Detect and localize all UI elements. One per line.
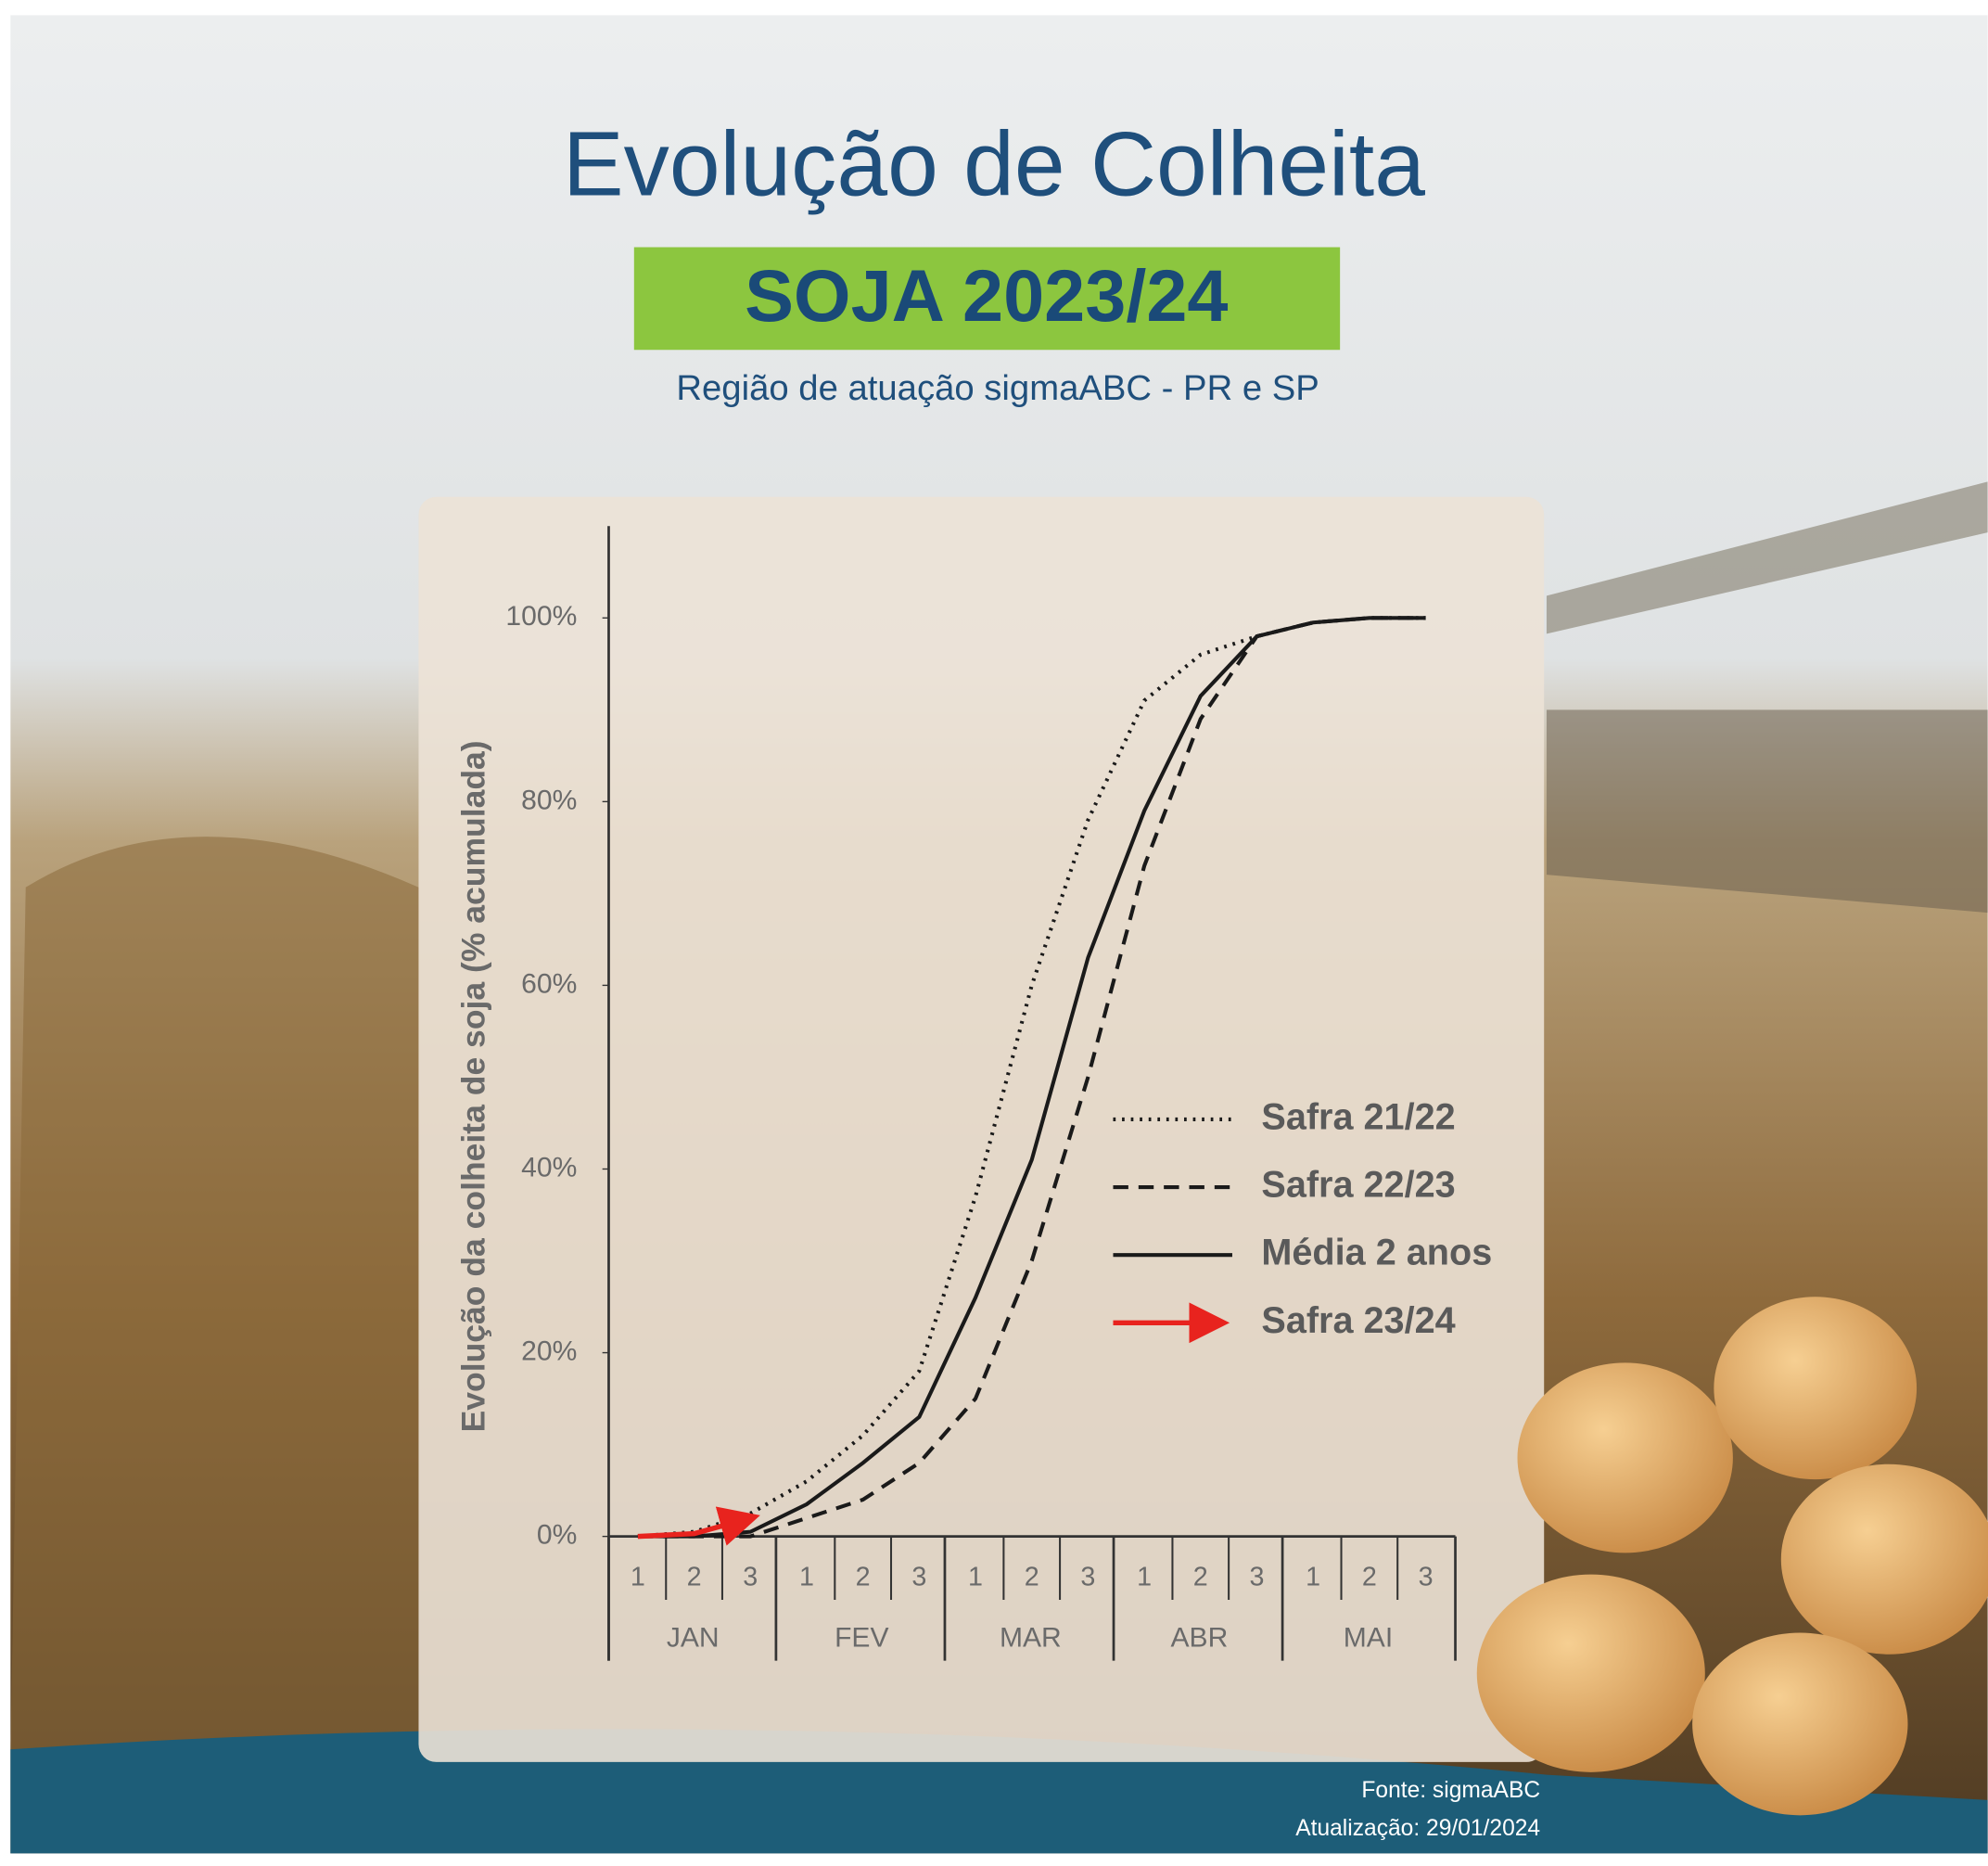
x-tick-label: 2 [687, 1562, 702, 1591]
x-tick-label: 2 [1025, 1562, 1039, 1591]
legend-label: Safra 23/24 [1261, 1300, 1455, 1341]
y-tick-label: 80% [521, 785, 577, 815]
legend-label: Safra 22/23 [1261, 1165, 1455, 1206]
source: Fonte: sigmaABC [1361, 1778, 1540, 1803]
x-tick-label: 2 [856, 1562, 871, 1591]
x-tick-label: 3 [1080, 1562, 1095, 1591]
legend-label: Média 2 anos [1261, 1233, 1492, 1273]
page: {"chart_data": { "type": "line", "title"… [0, 0, 1988, 1866]
x-tick-label: 3 [1419, 1562, 1434, 1591]
subtitle: SOJA 2023/24 [745, 254, 1228, 337]
month-label: MAI [1344, 1622, 1393, 1653]
month-label: FEV [835, 1622, 888, 1653]
x-tick-label: 1 [1137, 1562, 1152, 1591]
legend-label: Safra 21/22 [1261, 1096, 1455, 1137]
x-tick-label: 1 [799, 1562, 814, 1591]
y-tick-label: 60% [521, 968, 577, 999]
x-tick-label: 2 [1193, 1562, 1208, 1591]
y-tick-label: 40% [521, 1152, 577, 1182]
x-tick-label: 1 [1306, 1562, 1320, 1591]
x-tick-label: 3 [1249, 1562, 1264, 1591]
region: Região de atuação sigmaABC - PR e SP [676, 368, 1319, 408]
month-label: ABR [1171, 1622, 1229, 1653]
x-tick-label: 1 [631, 1562, 645, 1591]
y-tick-label: 0% [537, 1520, 577, 1551]
x-tick-label: 1 [968, 1562, 983, 1591]
month-label: MAR [1000, 1622, 1062, 1653]
x-tick-label: 3 [911, 1562, 926, 1591]
infographic: Evolução de Colheita SOJA 2023/24 Região… [0, 0, 1988, 1866]
updated: Atualização: 29/01/2024 [1295, 1816, 1540, 1841]
x-tick-label: 3 [743, 1562, 758, 1591]
y-tick-label: 100% [505, 601, 577, 632]
title: Evolução de Colheita [563, 113, 1425, 215]
y-axis-label: Evolução da colheita de soja (% acumulad… [454, 740, 491, 1432]
month-label: JAN [667, 1622, 720, 1653]
x-tick-label: 2 [1362, 1562, 1377, 1591]
y-tick-label: 20% [521, 1336, 577, 1366]
